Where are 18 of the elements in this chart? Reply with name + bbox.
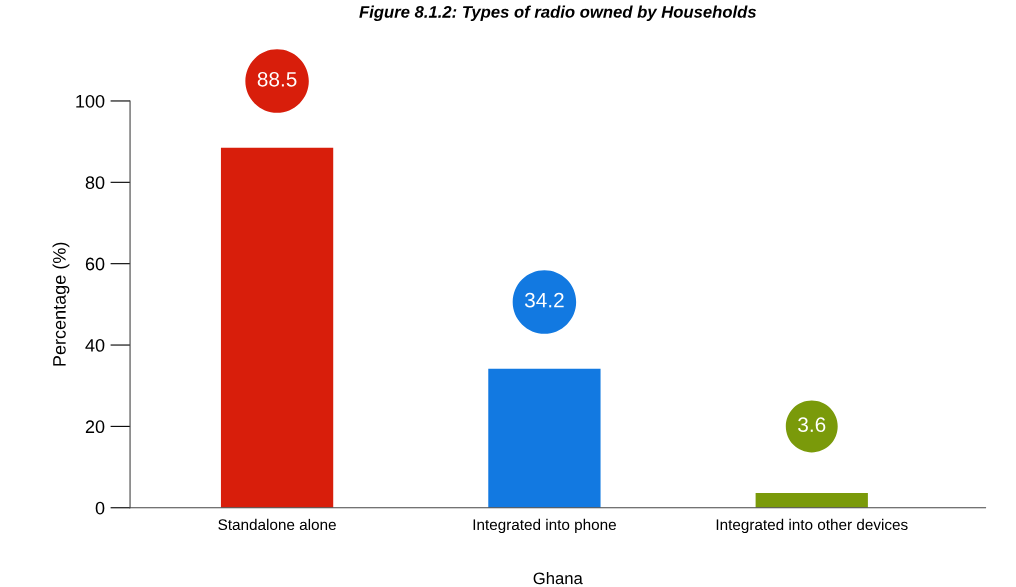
bar — [488, 368, 601, 508]
y-axis-title: Percentage (%) — [52, 242, 70, 366]
x-tick-label: Standalone alone — [218, 518, 336, 531]
x-tick-label: Integrated into phone — [473, 518, 616, 534]
data-label: 34.2 — [524, 292, 564, 308]
y-tick-label: 40 — [85, 338, 105, 352]
y-tick-label: 100 — [76, 94, 105, 108]
x-tick-label: Integrated into other devices — [716, 518, 908, 534]
bar — [755, 493, 868, 508]
data-label: 3.6 — [798, 417, 826, 433]
data-label: 88.5 — [257, 71, 297, 87]
x-axis-title: Ghana — [533, 572, 583, 585]
bar — [220, 147, 334, 508]
y-tick-label: 60 — [85, 257, 105, 271]
y-tick-label: 0 — [95, 501, 105, 515]
chart-title: Figure 8.1.2: Types of radio owned by Households — [359, 5, 757, 22]
y-tick-label: 80 — [85, 176, 105, 190]
y-tick-label: 20 — [85, 420, 105, 434]
